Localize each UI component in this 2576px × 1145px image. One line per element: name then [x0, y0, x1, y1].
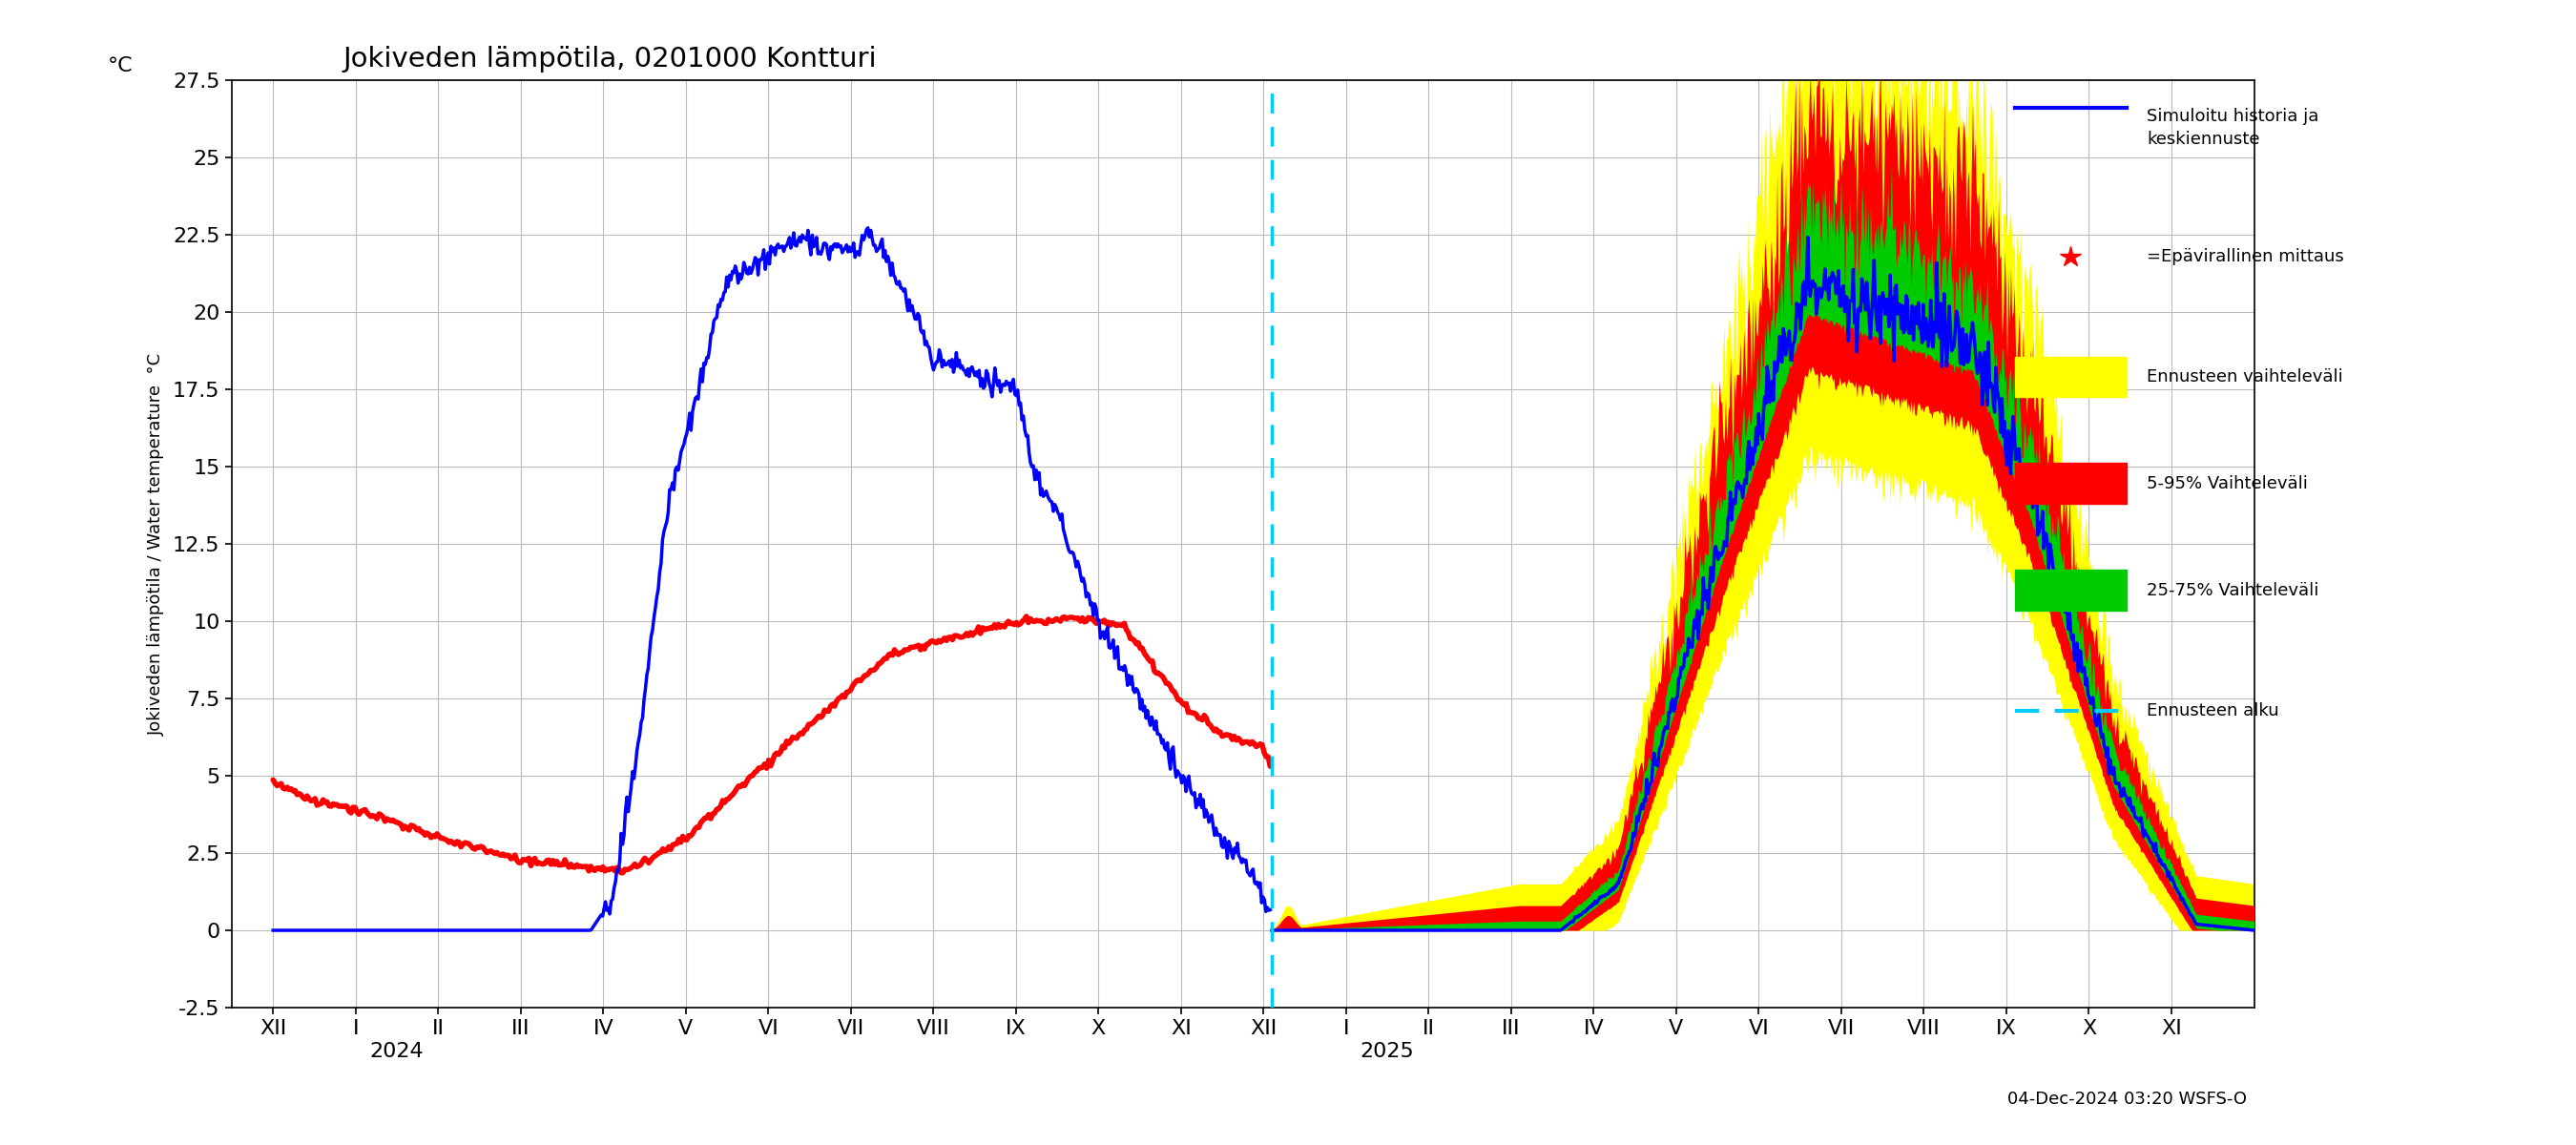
Text: Jokiveden lämpötila, 0201000 Kontturi: Jokiveden lämpötila, 0201000 Kontturi: [343, 46, 876, 72]
Text: 2025: 2025: [1360, 1042, 1414, 1060]
Text: 5-95% Vaihteleväli: 5-95% Vaihteleväli: [2146, 475, 2308, 492]
Text: Ennusteen vaihteleväli: Ennusteen vaihteleväli: [2146, 369, 2344, 386]
Bar: [2014, 464, 2128, 504]
Bar: [2014, 570, 2128, 610]
Text: 25-75% Vaihteleväli: 25-75% Vaihteleväli: [2146, 582, 2318, 599]
Text: 04-Dec-2024 03:20 WSFS-O: 04-Dec-2024 03:20 WSFS-O: [2007, 1091, 2246, 1108]
Text: 2024: 2024: [371, 1042, 425, 1060]
Text: Simuloitu historia ja
keskiennuste: Simuloitu historia ja keskiennuste: [2146, 108, 2318, 148]
Bar: [2014, 356, 2128, 397]
Text: °C: °C: [108, 56, 134, 76]
Text: =Epävirallinen mittaus: =Epävirallinen mittaus: [2146, 247, 2344, 264]
Text: Ennusteen alku: Ennusteen alku: [2146, 702, 2280, 719]
Y-axis label: Jokiveden lämpötila / Water temperature  °C: Jokiveden lämpötila / Water temperature …: [147, 353, 165, 735]
